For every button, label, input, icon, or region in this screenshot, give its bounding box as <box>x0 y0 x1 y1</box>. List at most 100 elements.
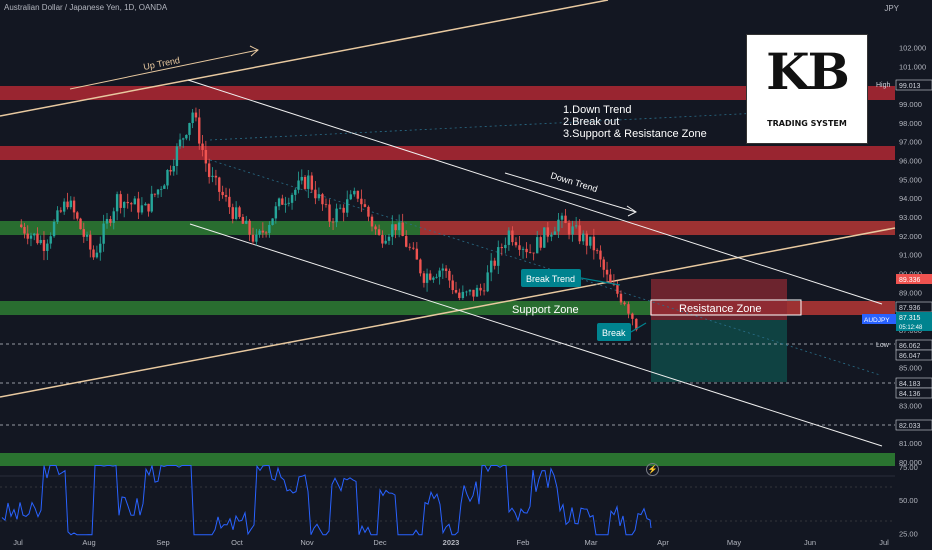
candle-down <box>616 285 619 294</box>
logo-letters: KB <box>766 42 850 101</box>
candle-down <box>360 198 363 205</box>
rsi-pane <box>0 464 895 536</box>
candle-down <box>479 287 482 291</box>
candle-up <box>69 200 73 208</box>
candle-down <box>204 149 208 164</box>
low-label: Low <box>876 342 890 349</box>
candle-down <box>207 163 211 177</box>
down-arrow-line <box>504 172 637 213</box>
candle-down <box>342 207 345 213</box>
candle-up <box>166 170 169 186</box>
candle-up <box>191 112 194 124</box>
candle-up <box>99 243 102 253</box>
price-tick-label: 91.000 <box>899 251 922 260</box>
candle-down <box>422 273 426 283</box>
currency-label: JPY <box>884 4 899 13</box>
candle-up <box>140 205 144 213</box>
candle-down <box>493 260 496 266</box>
candle-up <box>574 225 578 227</box>
candle-up <box>112 211 115 223</box>
candle-up <box>335 208 338 223</box>
candle-up <box>346 199 349 213</box>
candle-up <box>571 226 574 235</box>
candle-down <box>321 194 324 205</box>
candle-up <box>156 189 160 195</box>
price-tick-label: 90.000 <box>899 269 922 278</box>
candle-down <box>303 176 307 189</box>
candle-up <box>468 289 472 292</box>
candle-down <box>198 117 201 144</box>
candle-down <box>228 196 231 208</box>
candle-up <box>489 260 493 273</box>
candle-down <box>26 233 29 239</box>
candle-up <box>258 230 261 235</box>
candle-up <box>504 244 507 249</box>
rsi-tick-label: 25.00 <box>899 529 918 538</box>
symbol-tag-text: AUDJPY <box>864 317 890 324</box>
lightning-icon[interactable]: ⚡ <box>646 463 659 476</box>
candle-down <box>109 218 112 223</box>
candle-down <box>401 222 404 237</box>
candle-up <box>349 194 352 200</box>
candle-down <box>592 236 596 251</box>
candle-up <box>553 231 557 235</box>
time-tick-label: Dec <box>373 538 387 547</box>
candle-up <box>425 273 429 283</box>
price-tick-label: 97.000 <box>899 138 922 147</box>
alert-badge <box>895 349 932 361</box>
candle-up <box>150 193 153 212</box>
candle-down <box>59 210 63 212</box>
up-arrow-head <box>249 45 259 57</box>
candle-down <box>214 175 218 178</box>
candle-down <box>419 259 422 274</box>
rsi-tick-label: 75.00 <box>899 463 918 472</box>
candle-down <box>408 246 411 248</box>
candle-up <box>105 218 109 224</box>
candle-down <box>454 290 458 293</box>
candle-up <box>438 270 441 277</box>
candle-down <box>514 242 518 246</box>
candle-up <box>62 201 66 212</box>
candle-up <box>144 203 147 206</box>
low-value: 86.062 <box>899 343 921 350</box>
candle-down <box>314 189 317 199</box>
candle-up <box>268 224 271 233</box>
price-tick-label: 95.000 <box>899 175 922 184</box>
candle-down <box>130 203 133 205</box>
candle-down <box>36 233 39 244</box>
down-arrow-head <box>626 205 637 217</box>
candle-down <box>324 204 328 206</box>
candle-up <box>172 165 175 172</box>
price-tick-label: 80.000 <box>899 458 922 467</box>
candle-down <box>147 203 150 212</box>
candle-up <box>307 175 310 189</box>
candle-down <box>72 200 76 213</box>
price-tick-label: 85.000 <box>899 364 922 373</box>
time-tick-label: Aug <box>82 538 95 547</box>
entry-value: 87.936 <box>899 305 921 312</box>
candle-up <box>245 220 248 224</box>
candle-up <box>277 198 281 207</box>
candle-up <box>211 175 214 177</box>
down-channel-bottom <box>189 223 883 447</box>
candle-down <box>248 220 251 235</box>
price-axis[interactable]: 102.000101.000100.00099.00098.00097.0009… <box>899 44 926 539</box>
candle-up <box>387 236 391 241</box>
candle-down <box>631 313 634 319</box>
target-zone <box>651 320 787 382</box>
time-axis[interactable]: Jul Aug Sep Oct Nov Dec 2023 Feb Mar Apr May Jun Jul <box>13 538 889 547</box>
candle-down <box>281 198 284 205</box>
high-label: High <box>876 82 891 89</box>
candle-up <box>397 222 401 231</box>
candle-down <box>458 292 461 299</box>
candle-up <box>435 276 438 278</box>
down-channel-top <box>187 79 883 305</box>
symbol-title[interactable]: Australian Dollar / Japanese Yen, 1D, OA… <box>4 3 168 12</box>
candle-down <box>619 293 623 303</box>
price-tick-label: 89.000 <box>899 288 922 297</box>
candle-up <box>284 203 287 205</box>
candle-down <box>394 224 397 231</box>
candle-up <box>85 234 89 237</box>
candle-down <box>79 218 82 230</box>
